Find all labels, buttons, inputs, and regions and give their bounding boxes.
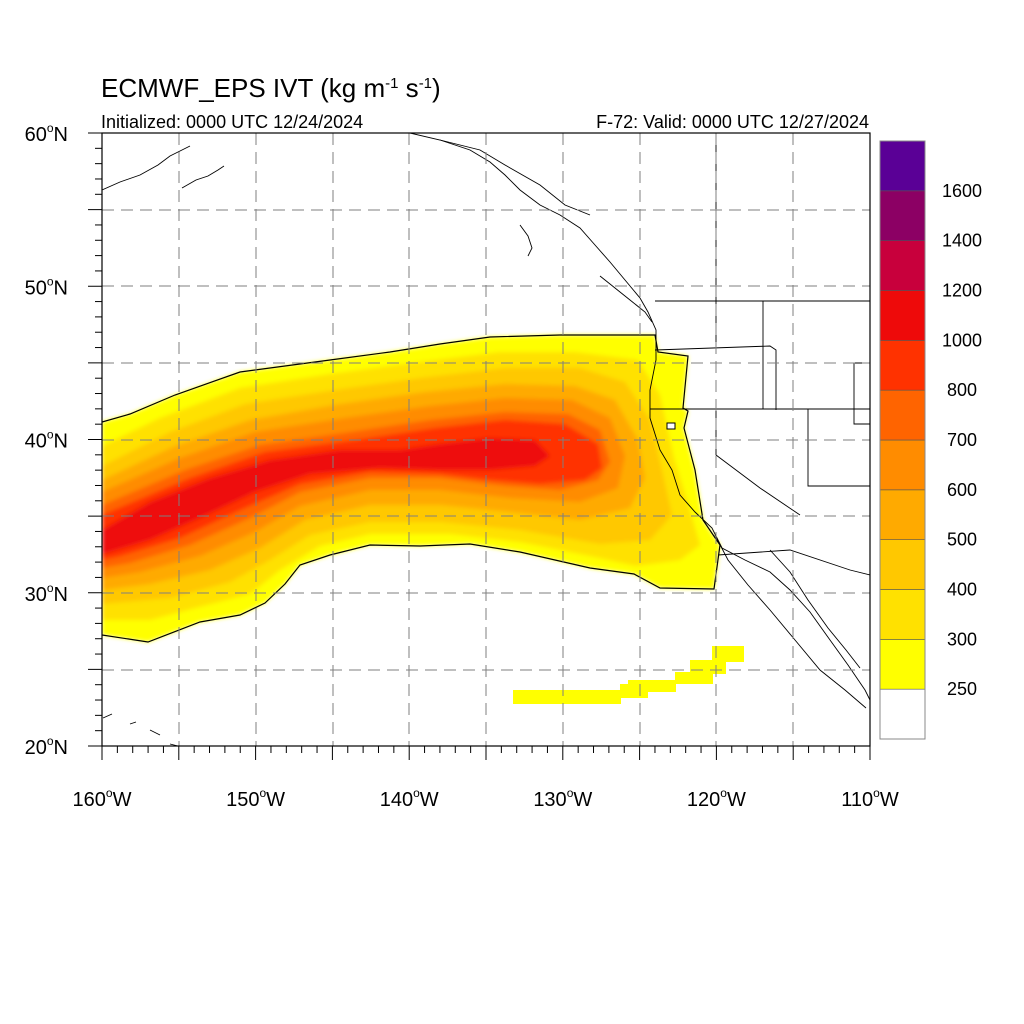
alaska-peninsula bbox=[181, 165, 225, 189]
colorbar-label: 600 bbox=[947, 480, 977, 500]
lon-tick-label: 150oW bbox=[226, 786, 285, 811]
ivt-subtropical-strip bbox=[513, 646, 744, 704]
ivt-shading bbox=[102, 334, 744, 704]
chart-title: ECMWF_EPS IVT (kg m-1 s-1) bbox=[101, 73, 441, 103]
colorbar-swatch bbox=[879, 639, 926, 690]
lon-tick-label: 120oW bbox=[687, 786, 746, 811]
latitude-labels: 60oN 50oN 40oN 30oN 20oN bbox=[25, 121, 68, 759]
baja-peninsula bbox=[714, 534, 867, 709]
longitude-labels: 160oW 150oW 140oW 130oW 120oW 110oW bbox=[73, 786, 899, 811]
colorbar-label: 250 bbox=[947, 679, 977, 699]
colorbar-label: 700 bbox=[947, 430, 977, 450]
valid-time-label: F-72: Valid: 0000 UTC 12/27/2024 bbox=[596, 112, 869, 132]
alaska-bc-border bbox=[439, 139, 591, 216]
colorbar-swatch bbox=[879, 489, 926, 540]
colorbar-label: 1000 bbox=[942, 330, 982, 350]
colorbar-label: 400 bbox=[947, 580, 977, 600]
colorbar-frame bbox=[879, 140, 926, 740]
colorbar-swatch bbox=[879, 290, 926, 341]
coastlines bbox=[102, 133, 870, 746]
lat-tick-label: 20oN bbox=[25, 734, 68, 759]
lat-tick-label: 60oN bbox=[25, 121, 68, 146]
colorbar-swatch bbox=[879, 589, 926, 640]
init-time-label: Initialized: 0000 UTC 12/24/2024 bbox=[101, 112, 363, 132]
colorbar-label: 1600 bbox=[942, 181, 982, 201]
colorbar-swatch bbox=[879, 539, 926, 590]
colorbar-swatch bbox=[879, 140, 926, 192]
minor-ticks bbox=[88, 132, 871, 760]
colorbar-label: 500 bbox=[947, 530, 977, 550]
ivt-level-1000 bbox=[102, 438, 550, 554]
colorbar-swatch bbox=[879, 340, 926, 391]
us-mexico-border bbox=[717, 549, 870, 576]
colorbar-swatch bbox=[879, 439, 926, 491]
hawaii-islands bbox=[102, 713, 179, 746]
nevada-california bbox=[715, 409, 801, 516]
colorbar-swatch bbox=[879, 190, 926, 241]
map-panel bbox=[102, 133, 870, 746]
colorbar-label: 1200 bbox=[942, 281, 982, 301]
colorbar-label: 800 bbox=[947, 380, 977, 400]
gulf-of-california bbox=[769, 549, 861, 669]
colorbar-label: 1400 bbox=[942, 231, 982, 251]
colorbar-swatch bbox=[879, 240, 926, 291]
lon-tick-label: 110oW bbox=[841, 786, 899, 811]
lat-tick-label: 30oN bbox=[25, 581, 68, 606]
colorbar-swatch bbox=[879, 688, 926, 740]
small-hole bbox=[666, 422, 676, 430]
graticule bbox=[102, 133, 870, 746]
lat-tick-label: 40oN bbox=[25, 428, 68, 453]
colorbar-label: 300 bbox=[947, 629, 977, 649]
utah-border bbox=[807, 409, 870, 487]
colorbar-swatch bbox=[879, 389, 926, 441]
oregon-washington bbox=[654, 345, 777, 410]
gulf-of-alaska-coast bbox=[409, 133, 870, 701]
colorbar: 250 300 400 500 600 700 800 1000 1200 1400 1600 bbox=[879, 140, 982, 740]
lon-tick-label: 130oW bbox=[533, 786, 592, 811]
alaska-coast-west bbox=[102, 145, 191, 191]
vancouver-island bbox=[599, 275, 653, 323]
haida-gwaii bbox=[519, 224, 533, 257]
lat-tick-label: 50oN bbox=[25, 274, 68, 299]
lon-tick-label: 160oW bbox=[73, 786, 132, 811]
lon-tick-label: 140oW bbox=[380, 786, 439, 811]
